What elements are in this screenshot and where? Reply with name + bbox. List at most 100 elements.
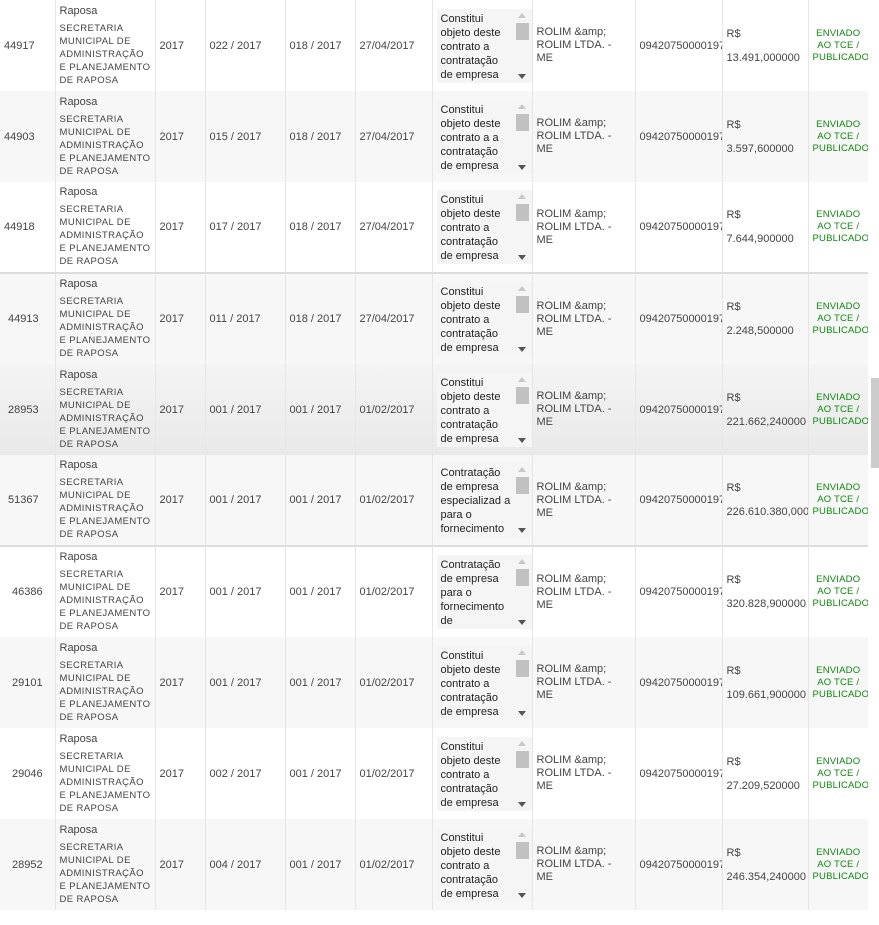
processo-number: 001 / 2017: [205, 637, 286, 728]
objeto-scrollbar[interactable]: [515, 648, 529, 718]
orgao-cell: Raposa SECRETARIA MUNICIPAL DE ADMINISTR…: [55, 91, 156, 182]
table-row[interactable]: 29046 Raposa SECRETARIA MUNICIPAL DE ADM…: [0, 728, 868, 819]
processo-number: 004 / 2017: [205, 819, 286, 910]
status-badge: ENVIADO AO TCE / PUBLICADO: [812, 482, 869, 517]
city-name: Raposa: [59, 368, 98, 381]
objeto-textarea[interactable]: Constitui objeto deste contrato a contra…: [436, 645, 531, 720]
scroll-down-arrow-icon[interactable]: [517, 347, 526, 352]
currency: R$: [726, 209, 741, 221]
objeto-textarea[interactable]: Constitui objeto deste contrato a contra…: [436, 190, 531, 264]
status-badge: ENVIADO AO TCE / PUBLICADO: [812, 664, 869, 700]
table-row[interactable]: 51367 Raposa SECRETARIA MUNICIPAL DE ADM…: [0, 455, 868, 546]
objeto-textarea[interactable]: Constitui objeto deste contrato a contra…: [436, 282, 531, 356]
scroll-thumb[interactable]: [515, 750, 529, 768]
scroll-thumb[interactable]: [515, 296, 529, 313]
valor-cell: R$ 13.491,000000: [722, 0, 809, 91]
table-row[interactable]: 29101 Raposa SECRETARIA MUNICIPAL DE ADM…: [0, 637, 868, 728]
objeto-textarea[interactable]: Constitui objeto deste contrato a contra…: [436, 736, 531, 811]
table-row[interactable]: 44913 Raposa SECRETARIA MUNICIPAL DE ADM…: [0, 272, 868, 364]
scroll-down-arrow-icon[interactable]: [517, 73, 526, 79]
scroll-down-arrow-icon[interactable]: [517, 710, 526, 716]
status-badge: ENVIADO AO TCE / PUBLICADO: [812, 27, 869, 63]
valor-cell: R$ 27.209,520000: [722, 728, 809, 819]
scroll-thumb[interactable]: [515, 22, 529, 40]
table-row[interactable]: 28953 Raposa SECRETARIA MUNICIPAL DE ADM…: [0, 364, 868, 455]
valor: 246.354,240000: [726, 870, 807, 883]
objeto-cell: Constitui objeto deste contrato a contra…: [432, 364, 533, 455]
scroll-up-arrow-icon[interactable]: [517, 559, 526, 564]
objeto-scrollbar[interactable]: [515, 102, 529, 172]
scroll-up-arrow-icon[interactable]: [517, 831, 526, 837]
scroll-thumb[interactable]: [515, 569, 529, 586]
objeto-scrollbar[interactable]: [515, 375, 529, 445]
contract-date: 01/02/2017: [355, 455, 433, 546]
scroll-thumb[interactable]: [515, 841, 529, 859]
objeto-text: Constitui objeto deste contrato a contra…: [440, 12, 501, 81]
objeto-textarea[interactable]: Contratação de empresa especializad a pa…: [436, 463, 531, 537]
objeto-textarea[interactable]: Constitui objeto deste contrato a contra…: [436, 372, 531, 447]
orgao-cell: Raposa SECRETARIA MUNICIPAL DE ADMINISTR…: [55, 182, 156, 273]
contract-id: 46386: [0, 545, 56, 637]
scroll-down-arrow-icon[interactable]: [517, 164, 526, 170]
scroll-up-arrow-icon[interactable]: [517, 649, 526, 655]
city-name: Raposa: [59, 4, 98, 17]
city-name: Raposa: [59, 732, 98, 745]
objeto-textarea[interactable]: Contratação de empresa para o fornecimen…: [436, 555, 531, 629]
cnpj: 09420750000197: [635, 272, 723, 364]
scroll-up-arrow-icon[interactable]: [517, 286, 526, 291]
scroll-down-arrow-icon[interactable]: [517, 528, 526, 533]
objeto-cell: Contratação de empresa para o fornecimen…: [432, 545, 533, 637]
objeto-text: Contratação de empresa para o fornecimen…: [440, 559, 505, 627]
objeto-scrollbar[interactable]: [515, 465, 529, 535]
scroll-thumb[interactable]: [515, 477, 529, 494]
scroll-down-arrow-icon[interactable]: [517, 437, 526, 443]
table-row[interactable]: 46386 Raposa SECRETARIA MUNICIPAL DE ADM…: [0, 545, 868, 637]
objeto-scrollbar[interactable]: [515, 739, 529, 809]
scrollbar[interactable]: [871, 378, 879, 468]
scroll-down-arrow-icon[interactable]: [517, 801, 526, 807]
scroll-up-arrow-icon[interactable]: [517, 467, 526, 472]
scroll-down-arrow-icon[interactable]: [517, 255, 526, 260]
scroll-up-arrow-icon[interactable]: [517, 194, 526, 199]
objeto-text: Constitui objeto deste contrato a contra…: [440, 286, 501, 354]
scroll-up-arrow-icon[interactable]: [517, 103, 526, 109]
scroll-up-arrow-icon[interactable]: [517, 376, 526, 382]
valor-cell: R$ 7.644,900000: [722, 182, 809, 273]
objeto-scrollbar[interactable]: [515, 192, 529, 262]
objeto-textarea[interactable]: Constitui objeto deste contrato a contra…: [436, 8, 531, 83]
objeto-scrollbar[interactable]: [515, 11, 529, 81]
scroll-thumb[interactable]: [515, 204, 529, 221]
contract-date: 01/02/2017: [355, 545, 433, 637]
table-row[interactable]: 44918 Raposa SECRETARIA MUNICIPAL DE ADM…: [0, 182, 868, 273]
objeto-textarea[interactable]: Constitui objeto deste contrato a contra…: [436, 827, 531, 902]
orgao-cell: Raposa SECRETARIA MUNICIPAL DE ADMINISTR…: [55, 272, 156, 364]
scroll-up-arrow-icon[interactable]: [517, 12, 526, 18]
table-row[interactable]: 44903 Raposa SECRETARIA MUNICIPAL DE ADM…: [0, 91, 868, 182]
cnpj: 09420750000197: [635, 455, 723, 546]
objeto-cell: Contratação de empresa especializad a pa…: [432, 455, 533, 546]
scroll-up-arrow-icon[interactable]: [517, 740, 526, 746]
scroll-thumb[interactable]: [515, 386, 529, 404]
objeto-scrollbar[interactable]: [515, 284, 529, 354]
scroll-down-arrow-icon[interactable]: [517, 892, 526, 898]
status-badge: ENVIADO AO TCE / PUBLICADO: [812, 391, 869, 427]
status-badge: ENVIADO AO TCE / PUBLICADO: [812, 209, 869, 244]
objeto-scrollbar[interactable]: [515, 830, 529, 900]
objeto-scrollbar[interactable]: [515, 557, 529, 627]
scroll-thumb[interactable]: [515, 659, 529, 677]
orgao-cell: Raposa SECRETARIA MUNICIPAL DE ADMINISTR…: [55, 545, 156, 637]
valor-cell: R$ 2.248,500000: [722, 272, 809, 364]
secretaria-name: SECRETARIA MUNICIPAL DE ADMINISTRAÇÃO E …: [59, 204, 151, 267]
fornecedor: ROLIM &amp; ROLIM LTDA. - ME: [532, 0, 636, 91]
table-body: 44917 Raposa SECRETARIA MUNICIPAL DE ADM…: [0, 0, 868, 910]
objeto-textarea[interactable]: Constitui objeto deste contrato a a cont…: [436, 99, 531, 174]
scroll-thumb[interactable]: [515, 113, 529, 131]
cnpj: 09420750000197: [635, 0, 723, 91]
year: 2017: [155, 637, 206, 728]
valor: 13.491,000000: [726, 51, 800, 64]
scroll-down-arrow-icon[interactable]: [517, 620, 526, 625]
table-row[interactable]: 44917 Raposa SECRETARIA MUNICIPAL DE ADM…: [0, 0, 868, 91]
table-row[interactable]: 28952 Raposa SECRETARIA MUNICIPAL DE ADM…: [0, 819, 868, 910]
cnpj: 09420750000197: [635, 91, 723, 182]
valor-cell: R$ 320.828,900000: [722, 545, 809, 637]
